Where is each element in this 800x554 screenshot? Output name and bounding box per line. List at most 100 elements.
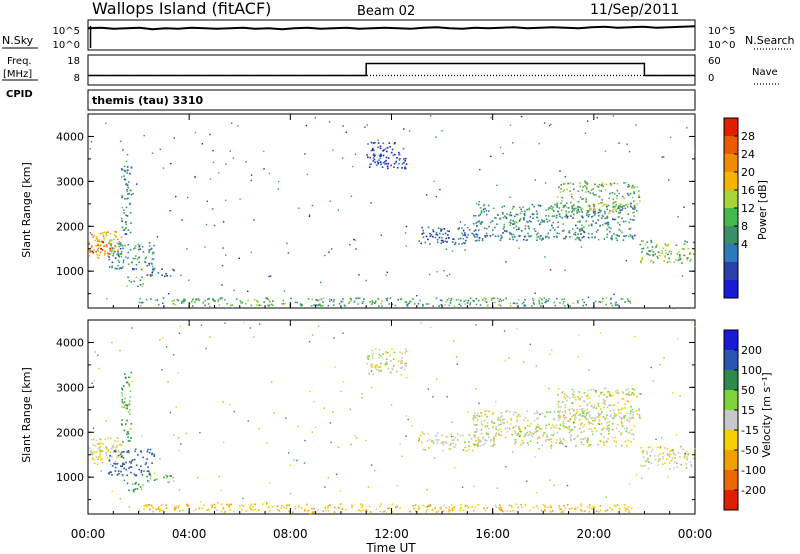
velocity-echo-cell	[405, 362, 408, 365]
velocity-echo-cell	[374, 364, 377, 367]
power-echo-cell	[146, 274, 149, 276]
power-echo-cell	[362, 301, 364, 303]
velocity-echo-cell	[448, 448, 451, 450]
velocity-echo-cell	[574, 415, 576, 417]
velocity-echo-cell	[529, 431, 531, 434]
power-echo-cell	[282, 303, 285, 305]
power-echo-cell	[616, 195, 618, 197]
power-echo-cell	[435, 233, 437, 236]
power-echo-cell	[205, 223, 208, 226]
velocity-echo-cell	[283, 506, 285, 509]
velocity-echo-cell	[604, 418, 606, 420]
power-echo-cell	[659, 251, 661, 254]
power-echo-cell	[494, 235, 497, 237]
power-echo-cell	[316, 304, 318, 306]
power-echo-cell	[427, 226, 430, 229]
velocity-echo-cell	[432, 442, 435, 444]
power-echo-cell	[457, 238, 460, 240]
power-echo-cell	[458, 227, 460, 229]
velocity-echo-cell	[392, 365, 395, 367]
velocity-echo-cell	[478, 415, 481, 417]
velocity-echo-cell	[223, 441, 225, 444]
power-echo-cell	[620, 298, 623, 300]
power-echo-cell	[124, 233, 127, 235]
power-echo-cell	[595, 231, 598, 233]
power-echo-cell	[524, 227, 527, 230]
power-echo-cell	[581, 298, 584, 301]
power-echo-cell	[586, 214, 588, 217]
power-echo-cell	[120, 236, 123, 238]
velocity-echo-cell	[111, 465, 114, 467]
power-echo-cell	[221, 284, 223, 286]
power-echo-cell	[627, 300, 630, 302]
power-echo-cell	[96, 256, 99, 259]
power-echo-cell	[581, 236, 583, 239]
velocity-echo-cell	[634, 335, 636, 338]
velocity-echo-cell	[574, 418, 576, 421]
velocity-echo-cell	[101, 461, 104, 464]
velocity-echo-cell	[674, 461, 676, 463]
velocity-echo-cell	[198, 507, 201, 510]
power-echo-cell	[597, 219, 600, 222]
power-echo-cell	[125, 233, 128, 235]
power-echo-cell	[587, 236, 590, 239]
power-echo-cell	[588, 224, 590, 227]
velocity-colorbar-label: 200	[741, 344, 762, 357]
power-echo-cell	[545, 218, 548, 221]
power-echo-cell	[373, 158, 376, 161]
power-colorbar-label: 4	[741, 238, 748, 251]
velocity-plot-frame	[87, 319, 696, 515]
velocity-echo-cell	[124, 377, 127, 379]
power-echo-cell	[201, 143, 204, 145]
velocity-echo-cell	[88, 447, 91, 449]
velocity-echo-cell	[585, 418, 588, 421]
power-echo-cell	[552, 221, 554, 224]
velocity-echo-cell	[647, 446, 650, 449]
power-echo-cell	[127, 181, 130, 183]
power-echo-cell	[107, 255, 109, 257]
power-echo-cell	[134, 247, 136, 249]
velocity-echo-cell	[128, 452, 130, 454]
velocity-echo-cell	[121, 424, 123, 426]
power-echo-cell	[631, 186, 633, 189]
velocity-echo-cell	[559, 508, 562, 511]
power-echo-cell	[263, 168, 265, 170]
power-echo-cell	[576, 212, 578, 214]
power-echo-cell	[110, 243, 113, 246]
power-echo-cell	[477, 229, 480, 231]
velocity-echo-cell	[134, 450, 136, 453]
freq-label: Freq.	[7, 56, 32, 67]
power-echo-cell	[231, 304, 234, 306]
velocity-echo-cell	[384, 364, 387, 367]
power-echo-cell	[429, 232, 431, 235]
power-echo-cell	[545, 209, 548, 211]
velocity-echo-cell	[572, 414, 575, 416]
velocity-echo-cell	[378, 369, 380, 372]
power-echo-cell	[121, 176, 123, 178]
velocity-echo-cell	[593, 506, 596, 508]
velocity-echo-cell	[503, 418, 506, 421]
velocity-echo-cell	[540, 509, 543, 512]
velocity-echo-cell	[211, 504, 213, 507]
velocity-echo-cell	[630, 507, 633, 509]
power-echo-cell	[140, 268, 143, 271]
power-echo-cell	[483, 210, 485, 213]
velocity-echo-cell	[612, 409, 615, 412]
power-echo-cell	[629, 205, 632, 207]
power-echo-cell	[656, 244, 658, 247]
velocity-echo-cell	[405, 415, 407, 417]
velocity-echo-cell	[547, 411, 550, 414]
velocity-echo-cell	[412, 505, 414, 507]
power-colorbar-swatch	[724, 190, 738, 209]
velocity-echo-cell	[471, 449, 474, 452]
power-echo-cell	[479, 222, 482, 225]
velocity-echo-cell	[126, 419, 128, 422]
power-echo-cell	[582, 216, 584, 219]
velocity-echo-cell	[233, 510, 236, 513]
power-echo-cell	[541, 219, 543, 221]
power-echo-cell	[518, 228, 520, 230]
velocity-echo-cell	[482, 437, 484, 440]
velocity-echo-cell	[568, 408, 571, 411]
velocity-echo-cell	[617, 409, 620, 411]
power-echo-cell	[162, 167, 165, 169]
